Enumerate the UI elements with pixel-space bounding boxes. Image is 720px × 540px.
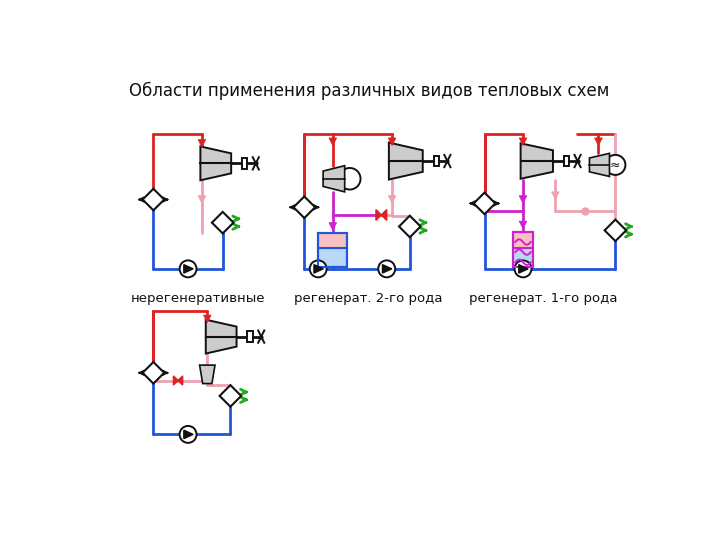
- Polygon shape: [204, 315, 211, 323]
- FancyBboxPatch shape: [248, 331, 253, 342]
- Text: регенерат. 1-го рода: регенерат. 1-го рода: [469, 292, 618, 305]
- Polygon shape: [143, 189, 164, 211]
- Text: ≈: ≈: [610, 158, 621, 171]
- Polygon shape: [389, 143, 423, 179]
- Polygon shape: [519, 195, 527, 204]
- FancyBboxPatch shape: [564, 156, 569, 166]
- Text: нерегенеративные: нерегенеративные: [130, 292, 265, 305]
- FancyBboxPatch shape: [433, 156, 439, 166]
- Circle shape: [179, 260, 197, 278]
- Circle shape: [378, 260, 395, 278]
- Polygon shape: [323, 166, 345, 192]
- Polygon shape: [399, 215, 420, 237]
- Polygon shape: [474, 193, 495, 214]
- Polygon shape: [199, 365, 215, 383]
- FancyBboxPatch shape: [513, 248, 533, 267]
- Polygon shape: [174, 376, 183, 385]
- Polygon shape: [184, 265, 193, 273]
- Polygon shape: [206, 320, 237, 354]
- Polygon shape: [376, 210, 387, 220]
- Polygon shape: [519, 221, 527, 229]
- Polygon shape: [382, 265, 392, 273]
- Text: Области применения различных видов тепловых схем: Области применения различных видов тепло…: [129, 82, 609, 100]
- Polygon shape: [519, 265, 528, 273]
- Polygon shape: [184, 430, 193, 438]
- Polygon shape: [388, 138, 396, 146]
- Polygon shape: [519, 138, 527, 146]
- FancyBboxPatch shape: [242, 158, 248, 168]
- Polygon shape: [552, 192, 559, 200]
- FancyBboxPatch shape: [318, 233, 348, 248]
- Polygon shape: [198, 195, 206, 204]
- Polygon shape: [294, 197, 315, 218]
- Circle shape: [606, 155, 626, 175]
- Polygon shape: [590, 153, 609, 177]
- Circle shape: [515, 260, 531, 278]
- FancyBboxPatch shape: [513, 232, 533, 248]
- Polygon shape: [329, 138, 337, 146]
- Text: регенерат. 2-го рода: регенерат. 2-го рода: [294, 292, 443, 305]
- Circle shape: [310, 260, 327, 278]
- Polygon shape: [605, 220, 626, 241]
- FancyBboxPatch shape: [318, 248, 348, 267]
- Polygon shape: [220, 385, 241, 407]
- Polygon shape: [200, 146, 231, 180]
- Polygon shape: [329, 222, 337, 231]
- Circle shape: [179, 426, 197, 443]
- Polygon shape: [388, 195, 396, 204]
- Polygon shape: [143, 362, 164, 383]
- Circle shape: [339, 168, 361, 190]
- Polygon shape: [212, 212, 233, 233]
- Polygon shape: [521, 143, 553, 179]
- Polygon shape: [198, 139, 206, 147]
- Polygon shape: [595, 138, 603, 146]
- Polygon shape: [314, 265, 323, 273]
